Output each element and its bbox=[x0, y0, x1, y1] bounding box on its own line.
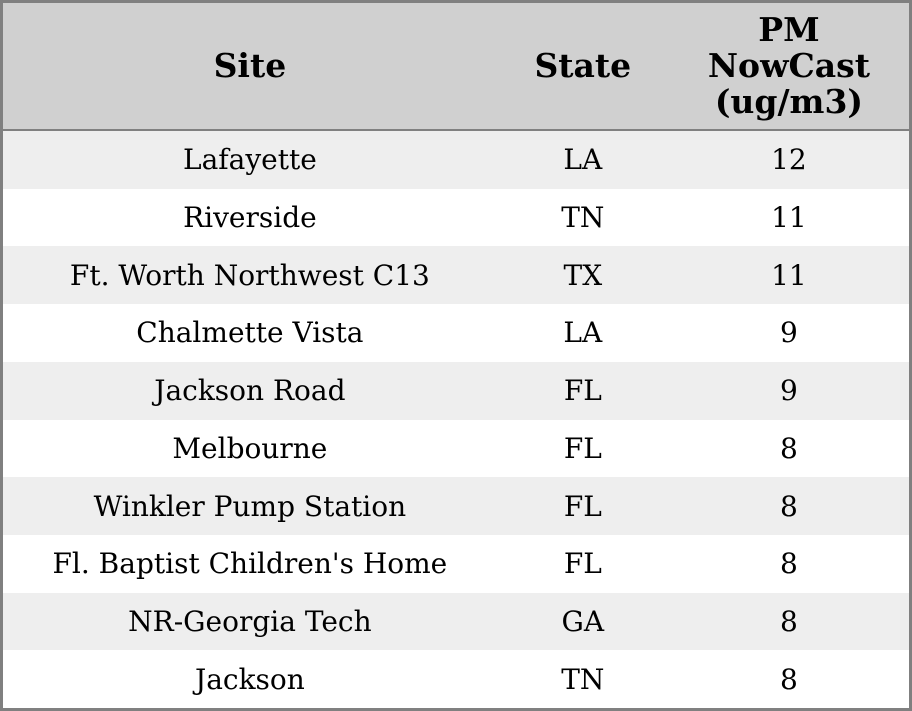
site-cell: Chalmette Vista bbox=[136, 316, 364, 350]
column-header-pm-nowcast: PM NowCast (ug/m3) bbox=[707, 10, 870, 121]
table-row: Lafayette LA 12 bbox=[3, 131, 909, 189]
table-row: NR-Georgia Tech GA 8 bbox=[3, 592, 909, 651]
state-cell: FL bbox=[563, 431, 602, 465]
column-header-state: State bbox=[534, 46, 632, 85]
column-header-site: Site bbox=[213, 46, 287, 85]
table-row: Riverside TN 11 bbox=[3, 188, 909, 247]
table-row: Winkler Pump Station FL 8 bbox=[3, 477, 909, 535]
site-cell: Winkler Pump Station bbox=[93, 489, 407, 523]
table-row: Chalmette Vista LA 9 bbox=[3, 304, 909, 362]
site-cell: NR-Georgia Tech bbox=[128, 604, 372, 638]
table-row: Jackson TN 8 bbox=[3, 650, 909, 709]
state-cell: LA bbox=[563, 316, 603, 350]
state-cell: FL bbox=[563, 489, 602, 523]
state-cell: TX bbox=[563, 258, 603, 292]
table-row: Fl. Baptist Children's Home FL 8 bbox=[3, 534, 909, 593]
state-cell: LA bbox=[563, 143, 603, 177]
pm-nowcast-cell: 11 bbox=[771, 201, 807, 235]
site-cell: Fl. Baptist Children's Home bbox=[52, 547, 448, 581]
pm-nowcast-cell: 11 bbox=[771, 258, 807, 292]
state-cell: TN bbox=[561, 201, 605, 235]
table-header-row: Site State PM NowCast (ug/m3) bbox=[3, 3, 909, 131]
site-cell: Lafayette bbox=[182, 143, 317, 177]
state-cell: GA bbox=[561, 604, 605, 638]
table-row: Melbourne FL 8 bbox=[3, 419, 909, 478]
table-body: Lafayette LA 12 Riverside TN 11 Ft. Wort… bbox=[3, 131, 909, 709]
table-row: Jackson Road FL 9 bbox=[3, 361, 909, 420]
pm-nowcast-cell: 8 bbox=[780, 547, 798, 581]
state-cell: FL bbox=[563, 374, 602, 408]
state-cell: FL bbox=[563, 547, 602, 581]
pm-nowcast-cell: 9 bbox=[780, 316, 798, 350]
site-cell: Ft. Worth Northwest C13 bbox=[69, 258, 430, 292]
pm-nowcast-cell: 8 bbox=[780, 662, 798, 696]
site-cell: Riverside bbox=[183, 201, 317, 235]
site-cell: Melbourne bbox=[172, 431, 328, 465]
pm-nowcast-cell: 12 bbox=[771, 143, 807, 177]
state-cell: TN bbox=[561, 662, 605, 696]
pm-nowcast-cell: 8 bbox=[780, 489, 798, 523]
pm-nowcast-cell: 8 bbox=[780, 604, 798, 638]
site-cell: Jackson Road bbox=[154, 374, 346, 408]
site-cell: Jackson bbox=[194, 662, 305, 696]
pm-nowcast-cell: 9 bbox=[780, 374, 798, 408]
table-row: Ft. Worth Northwest C13 TX 11 bbox=[3, 246, 909, 305]
pm-nowcast-cell: 8 bbox=[780, 431, 798, 465]
